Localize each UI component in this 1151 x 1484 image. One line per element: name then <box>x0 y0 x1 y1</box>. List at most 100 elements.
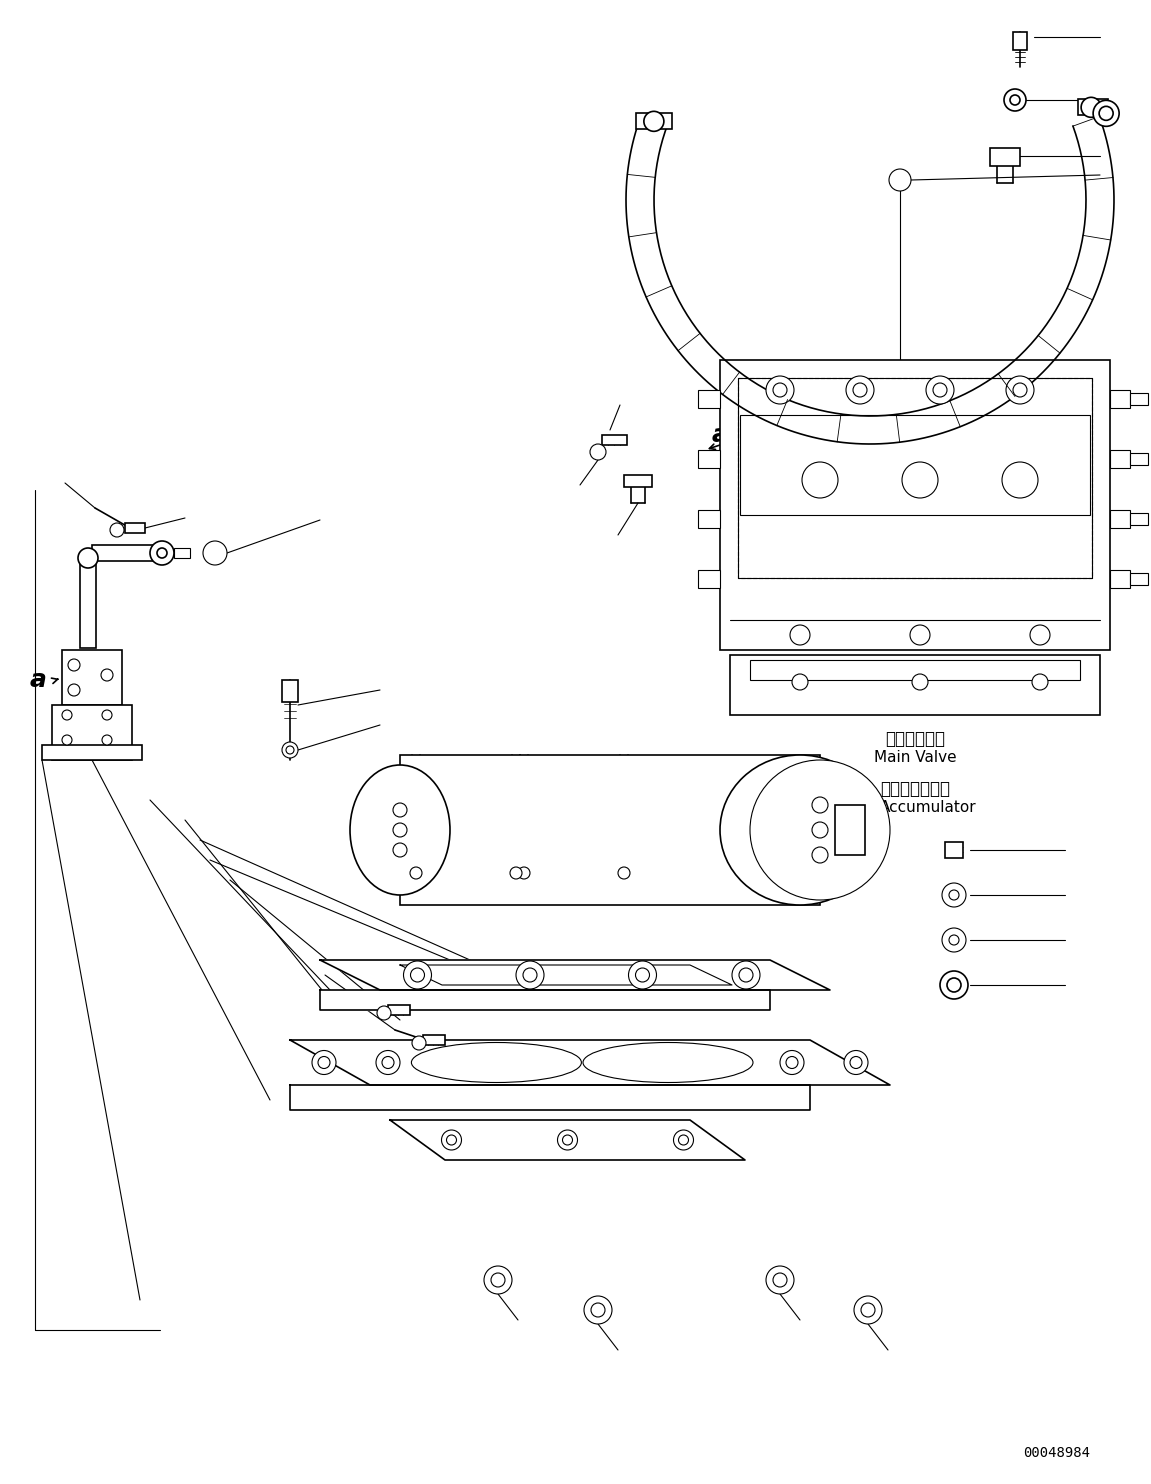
Circle shape <box>590 1303 605 1316</box>
Circle shape <box>635 968 649 982</box>
Circle shape <box>382 1057 394 1068</box>
Circle shape <box>1032 674 1049 690</box>
Bar <box>602 435 627 445</box>
Text: メインバルブ: メインバルブ <box>885 730 945 748</box>
Circle shape <box>392 824 407 837</box>
Circle shape <box>618 867 630 879</box>
Circle shape <box>773 383 787 398</box>
Circle shape <box>518 867 529 879</box>
Polygon shape <box>401 965 732 985</box>
Bar <box>750 660 1080 680</box>
Circle shape <box>411 968 425 982</box>
Circle shape <box>102 735 112 745</box>
Circle shape <box>912 674 928 690</box>
Bar <box>721 361 1110 650</box>
Circle shape <box>590 444 605 460</box>
Circle shape <box>62 735 73 745</box>
Circle shape <box>947 978 961 991</box>
Circle shape <box>927 375 954 404</box>
Bar <box>1078 99 1108 116</box>
Circle shape <box>447 1135 457 1146</box>
Bar <box>730 654 1100 715</box>
Circle shape <box>846 375 874 404</box>
Circle shape <box>732 962 760 988</box>
Bar <box>738 378 1092 577</box>
Circle shape <box>750 760 890 899</box>
Circle shape <box>392 843 407 856</box>
Circle shape <box>933 383 947 398</box>
Bar <box>1110 570 1130 588</box>
Text: a: a <box>711 423 729 447</box>
Circle shape <box>485 1266 512 1294</box>
Bar <box>834 804 866 855</box>
Polygon shape <box>390 1120 745 1160</box>
Bar <box>174 548 190 558</box>
Circle shape <box>392 803 407 818</box>
Circle shape <box>1003 462 1038 499</box>
Bar <box>624 475 651 487</box>
Circle shape <box>1004 89 1026 111</box>
Ellipse shape <box>584 1042 753 1082</box>
Circle shape <box>792 674 808 690</box>
Circle shape <box>790 625 810 646</box>
Ellipse shape <box>721 755 881 905</box>
Circle shape <box>1006 375 1034 404</box>
Circle shape <box>628 962 656 988</box>
Bar <box>52 705 132 760</box>
Circle shape <box>910 625 930 646</box>
Circle shape <box>150 542 174 565</box>
Text: アキュムレータ: アキュムレータ <box>881 781 950 798</box>
Polygon shape <box>290 1040 890 1085</box>
Circle shape <box>786 1057 798 1068</box>
Ellipse shape <box>350 764 450 895</box>
Circle shape <box>861 1303 875 1316</box>
Circle shape <box>376 1051 401 1074</box>
Circle shape <box>68 684 81 696</box>
Polygon shape <box>290 1085 810 1110</box>
Circle shape <box>811 847 828 864</box>
Circle shape <box>1013 383 1027 398</box>
Bar <box>282 680 298 702</box>
Bar <box>1110 390 1130 408</box>
Circle shape <box>767 375 794 404</box>
Circle shape <box>673 1129 694 1150</box>
Circle shape <box>889 169 910 191</box>
Circle shape <box>940 971 968 999</box>
Bar <box>1130 453 1148 464</box>
Bar <box>81 558 96 649</box>
Circle shape <box>853 383 867 398</box>
Circle shape <box>1030 625 1050 646</box>
Circle shape <box>101 669 113 681</box>
Circle shape <box>318 1057 330 1068</box>
Circle shape <box>902 462 938 499</box>
Circle shape <box>1081 98 1102 117</box>
Bar <box>1130 393 1148 405</box>
Circle shape <box>557 1129 578 1150</box>
Text: 00048984: 00048984 <box>1023 1445 1090 1460</box>
Circle shape <box>849 1057 862 1068</box>
Bar <box>698 510 721 528</box>
Bar <box>92 545 162 561</box>
Circle shape <box>950 935 959 945</box>
Bar <box>1110 510 1130 528</box>
Circle shape <box>404 962 432 988</box>
Bar <box>635 113 672 129</box>
Polygon shape <box>320 960 830 990</box>
Circle shape <box>773 1273 787 1287</box>
Circle shape <box>811 797 828 813</box>
Bar <box>62 650 122 705</box>
Bar <box>990 148 1020 166</box>
Circle shape <box>811 822 828 838</box>
Circle shape <box>102 709 112 720</box>
Circle shape <box>942 883 966 907</box>
Circle shape <box>1009 95 1020 105</box>
Circle shape <box>110 522 124 537</box>
Bar <box>738 378 1092 577</box>
Circle shape <box>942 928 966 953</box>
Bar <box>424 1034 445 1045</box>
Circle shape <box>516 962 544 988</box>
Circle shape <box>563 1135 572 1146</box>
Circle shape <box>157 548 167 558</box>
Bar <box>1130 513 1148 525</box>
Bar <box>740 416 1090 515</box>
